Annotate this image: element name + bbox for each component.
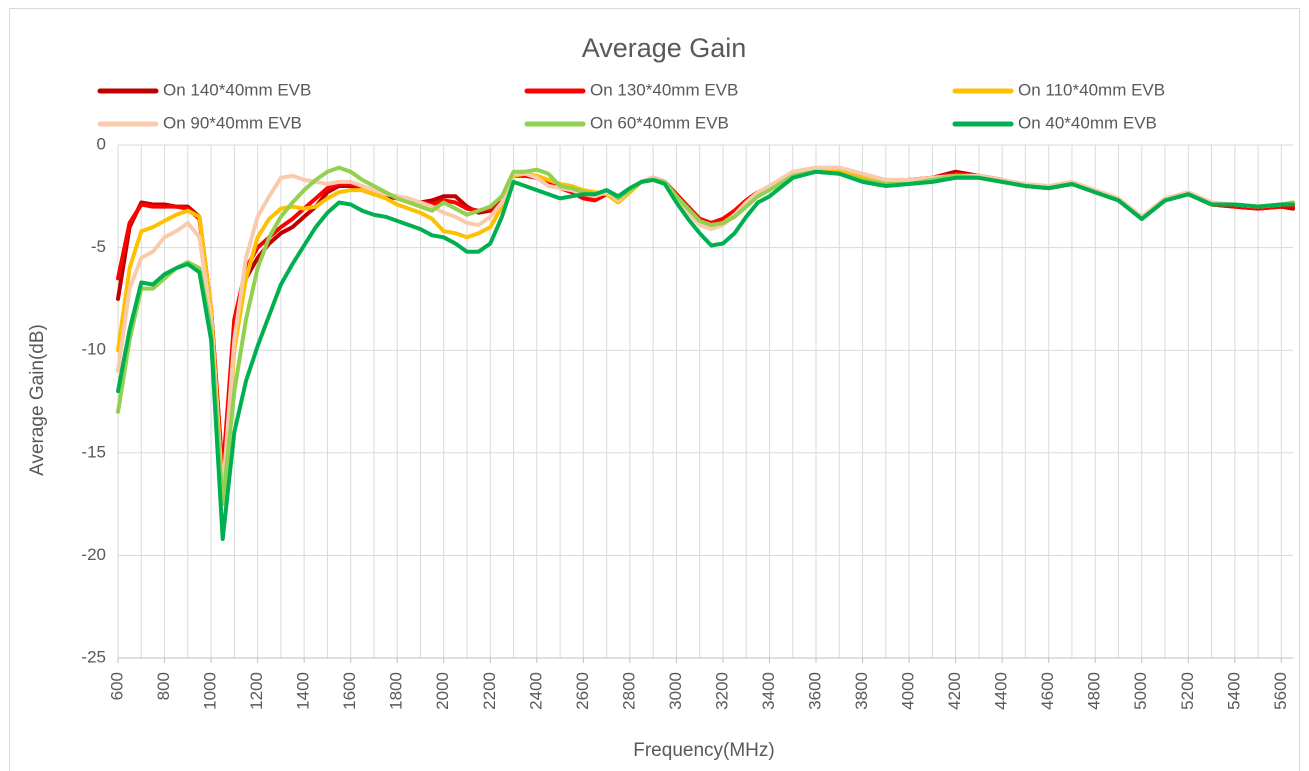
- x-tick-label: 4000: [899, 672, 918, 710]
- legend-label: On 140*40mm EVB: [163, 80, 311, 99]
- x-tick-label: 5400: [1224, 672, 1243, 710]
- x-tick-label: 600: [107, 672, 126, 700]
- x-tick-label: 4400: [992, 672, 1011, 710]
- x-tick-label: 3400: [759, 672, 778, 710]
- x-axis-label: Frequency(MHz): [633, 740, 774, 761]
- x-tick-label: 3800: [852, 672, 871, 710]
- y-tick-label: -15: [81, 442, 106, 461]
- x-tick-label: 1200: [247, 672, 266, 710]
- x-tick-label: 2400: [526, 672, 545, 710]
- x-tick-label: 1800: [387, 672, 406, 710]
- legend-label: On 90*40mm EVB: [163, 113, 302, 132]
- x-tick-label: 3600: [806, 672, 825, 710]
- x-tick-label: 800: [154, 672, 173, 700]
- y-tick-label: -20: [81, 545, 106, 564]
- y-tick-label: -10: [81, 340, 106, 359]
- x-tick-label: 5000: [1131, 672, 1150, 710]
- chart-title: Average Gain: [582, 33, 747, 63]
- x-tick-label: 1000: [201, 672, 220, 710]
- x-tick-label: 2800: [619, 672, 638, 710]
- legend-label: On 60*40mm EVB: [590, 113, 729, 132]
- legend-label: On 130*40mm EVB: [590, 80, 738, 99]
- legend-label: On 40*40mm EVB: [1018, 113, 1157, 132]
- x-tick-label: 2200: [480, 672, 499, 710]
- y-tick-label: -5: [91, 237, 106, 256]
- x-tick-label: 4600: [1038, 672, 1057, 710]
- x-tick-label: 3200: [712, 672, 731, 710]
- x-tick-label: 5600: [1271, 672, 1290, 710]
- chart-border: [9, 8, 1300, 771]
- x-tick-label: 2600: [573, 672, 592, 710]
- x-tick-label: 1600: [340, 672, 359, 710]
- x-tick-label: 3000: [666, 672, 685, 710]
- x-tick-label: 4800: [1085, 672, 1104, 710]
- x-tick-label: 1400: [294, 672, 313, 710]
- x-tick-label: 5200: [1178, 672, 1197, 710]
- x-tick-label: 4200: [945, 672, 964, 710]
- y-tick-label: 0: [97, 134, 106, 153]
- x-tick-label: 2000: [433, 672, 452, 710]
- series-line: [116, 169, 1295, 541]
- y-axis-label: Average Gain(dB): [27, 324, 48, 476]
- legend-label: On 110*40mm EVB: [1018, 80, 1165, 99]
- y-tick-label: -25: [81, 647, 106, 666]
